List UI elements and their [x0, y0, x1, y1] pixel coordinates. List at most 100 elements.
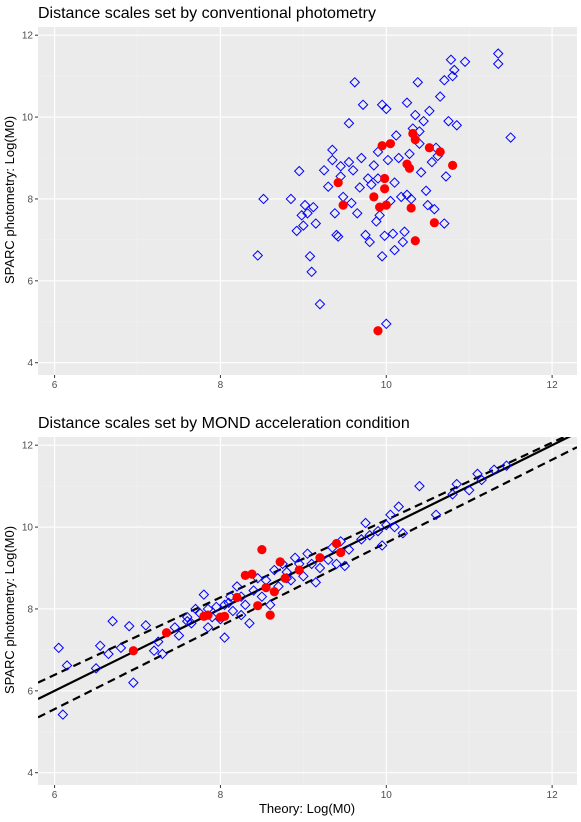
bottom-diamond-point — [385, 509, 396, 521]
bottom-diamond-point — [356, 534, 367, 545]
bottom-red-point — [161, 628, 172, 638]
top-y-tick-label: 6 — [27, 276, 33, 287]
bottom-diamond-point — [248, 585, 259, 596]
top-diamond-point — [314, 298, 326, 310]
bottom-y-tick-label: 10 — [22, 523, 34, 534]
top-diamond-point — [302, 207, 313, 219]
top-red-point — [424, 143, 434, 153]
top-diamond-point — [426, 156, 438, 168]
top-diamond-point — [307, 201, 319, 213]
bottom-diamond-point — [128, 677, 139, 688]
top-diamond-point — [424, 105, 435, 117]
top-diamond-point — [389, 177, 400, 188]
bottom-diamond-point — [393, 501, 405, 512]
top-diamond-point — [318, 164, 330, 176]
bottom-dashed-band-line — [38, 446, 577, 719]
bottom-diamond-point — [173, 630, 185, 641]
top-diamond-point — [397, 236, 409, 248]
bottom-x-tick-label: 8 — [218, 790, 224, 801]
top-diamond-point — [434, 91, 446, 102]
bottom-red-point — [294, 565, 304, 575]
top-diamond-point — [298, 220, 309, 231]
top-red-point — [369, 192, 379, 202]
bottom-diamond-point — [472, 468, 483, 480]
bottom-diamond-point — [380, 519, 392, 531]
top-plot-background — [38, 27, 577, 375]
bottom-diamond-point — [198, 589, 210, 600]
top-chart-panel: 6 8 10 12 4 6 8 10 12 — [22, 27, 577, 391]
top-diamond-point — [293, 165, 305, 177]
top-diamond-point — [409, 109, 421, 121]
bottom-red-point — [331, 538, 342, 549]
bottom-diamond-point — [244, 617, 255, 629]
top-chart-y-axis-label: SPARC photometry: Log(M0) — [2, 116, 17, 284]
top-red-point — [410, 236, 420, 246]
top-diamond-point — [376, 99, 388, 111]
bottom-diamond-point — [219, 632, 230, 643]
top-y-tick-label: 4 — [27, 358, 33, 369]
top-diamond-point — [351, 207, 363, 219]
top-diamond-point — [440, 171, 452, 182]
top-red-point — [333, 177, 343, 188]
top-x-tick-label: 12 — [547, 380, 559, 391]
bottom-diamond-point — [389, 521, 400, 533]
bottom-diamond-point — [314, 562, 326, 574]
bottom-diamond-point — [306, 558, 317, 570]
top-diamond-point — [354, 182, 366, 193]
bottom-red-point — [219, 611, 230, 621]
bottom-diamond-point — [219, 599, 230, 611]
bottom-diamond-point — [451, 478, 463, 490]
top-diamond-point — [285, 193, 297, 205]
top-diamond-point — [415, 167, 427, 178]
top-y-tick-label: 8 — [27, 194, 33, 205]
top-red-point — [410, 134, 420, 145]
top-red-point — [380, 184, 390, 194]
top-x-tick-label: 6 — [52, 380, 58, 391]
top-diamond-point — [356, 152, 367, 164]
top-diamond-point — [380, 318, 392, 330]
bottom-red-point — [336, 547, 346, 558]
bottom-diamond-point — [310, 577, 322, 588]
bottom-diamond-point — [430, 509, 442, 521]
bottom-chart-y-axis-label: SPARC photometry: Log(M0) — [2, 526, 17, 694]
top-red-point — [429, 218, 439, 228]
bottom-x-tick-label: 6 — [52, 790, 58, 801]
top-diamond-point — [349, 76, 361, 88]
top-red-point — [404, 163, 415, 173]
bottom-chart-title: Distance scales set by MOND acceleration… — [38, 415, 410, 432]
bottom-red-point — [203, 610, 213, 620]
top-y-tick-label: 12 — [22, 31, 34, 42]
bottom-diamond-point — [501, 460, 512, 471]
bottom-diamond-point — [94, 640, 106, 652]
top-diamond-point — [374, 210, 385, 221]
bottom-diamond-point — [231, 581, 243, 592]
top-y-tick-label: 10 — [22, 113, 34, 124]
bottom-diamond-point — [364, 529, 375, 541]
top-diamond-point — [322, 181, 334, 192]
top-diamond-point — [390, 130, 402, 141]
bottom-diamond-point — [181, 615, 193, 627]
top-diamond-point — [329, 207, 341, 219]
bottom-diamond-point — [123, 620, 135, 632]
top-red-point — [377, 141, 387, 151]
bottom-diamond-point — [235, 609, 247, 621]
bottom-diamond-point — [202, 622, 214, 633]
bottom-red-point — [247, 569, 257, 579]
bottom-red-point — [128, 646, 138, 656]
bottom-diamond-point — [414, 480, 425, 492]
bottom-diamond-point — [322, 554, 334, 566]
bottom-chart-panel: 6 8 10 12 4 6 8 10 12 — [22, 437, 577, 801]
bottom-red-point — [232, 592, 242, 603]
top-diamond-point — [310, 218, 322, 229]
top-diamond-point — [414, 126, 425, 137]
top-diamond-point — [389, 244, 400, 256]
bottom-red-point — [265, 610, 275, 620]
bottom-plot-background — [38, 437, 577, 785]
top-diamond-point — [327, 144, 338, 156]
top-red-point — [385, 139, 396, 149]
bottom-diamond-point — [61, 660, 73, 671]
bottom-diamond-point — [343, 544, 355, 555]
bottom-diamond-point — [397, 527, 409, 539]
top-diamond-point — [347, 164, 359, 176]
